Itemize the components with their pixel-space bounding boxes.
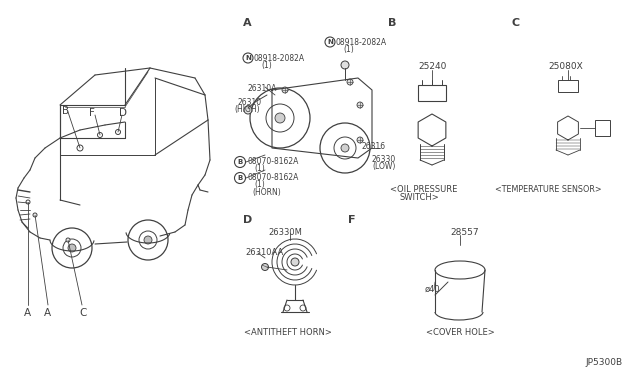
Text: SWITCH>: SWITCH> (400, 193, 440, 202)
Text: 25240: 25240 (418, 62, 446, 71)
Circle shape (115, 129, 120, 135)
Circle shape (77, 145, 83, 151)
Text: <OIL PRESSURE: <OIL PRESSURE (390, 185, 458, 194)
Text: 28557: 28557 (450, 228, 479, 237)
Text: C: C (512, 18, 520, 28)
Text: 26316: 26316 (362, 142, 386, 151)
Text: 08070-8162A: 08070-8162A (247, 157, 298, 166)
Text: B: B (237, 175, 243, 181)
Text: 25080X: 25080X (548, 62, 583, 71)
Text: N: N (245, 55, 251, 61)
Circle shape (347, 79, 353, 85)
Bar (558, 80, 578, 92)
Text: 26310: 26310 (237, 98, 261, 107)
Circle shape (357, 102, 363, 108)
Text: 08070-8162A: 08070-8162A (247, 173, 298, 182)
Circle shape (341, 61, 349, 69)
Text: <COVER HOLE>: <COVER HOLE> (426, 328, 495, 337)
Circle shape (144, 236, 152, 244)
Text: (HIGH): (HIGH) (234, 105, 260, 114)
Circle shape (244, 106, 252, 114)
Text: A: A (44, 308, 51, 318)
Text: 26310A: 26310A (248, 84, 277, 93)
Text: (1): (1) (343, 45, 354, 54)
Text: ø40: ø40 (425, 285, 440, 294)
Text: B: B (237, 159, 243, 165)
Text: 08918-2082A: 08918-2082A (336, 38, 387, 47)
Circle shape (68, 244, 76, 252)
Text: (1): (1) (261, 61, 272, 70)
Text: <TEMPERATURE SENSOR>: <TEMPERATURE SENSOR> (495, 185, 602, 194)
Text: A: A (243, 18, 252, 28)
Text: <ANTITHEFT HORN>: <ANTITHEFT HORN> (244, 328, 332, 337)
Circle shape (66, 238, 70, 242)
Text: 08918-2082A: 08918-2082A (254, 54, 305, 63)
Circle shape (97, 132, 102, 138)
Text: B: B (62, 106, 69, 116)
Text: D: D (119, 108, 127, 118)
Circle shape (325, 37, 335, 47)
Circle shape (234, 173, 246, 183)
Text: (1): (1) (254, 180, 265, 189)
Circle shape (262, 263, 269, 270)
Circle shape (341, 144, 349, 152)
Text: (LOW): (LOW) (372, 162, 396, 171)
Circle shape (291, 258, 299, 266)
Bar (595, 120, 610, 136)
Text: A: A (24, 308, 31, 318)
Text: N: N (327, 39, 333, 45)
Text: D: D (243, 215, 252, 225)
Circle shape (357, 137, 363, 143)
Text: F: F (89, 108, 95, 118)
Text: F: F (348, 215, 355, 225)
Circle shape (234, 157, 246, 167)
Circle shape (243, 53, 253, 63)
Text: 26330M: 26330M (268, 228, 302, 237)
Text: JP5300B: JP5300B (585, 358, 622, 367)
Circle shape (282, 87, 288, 93)
Text: C: C (79, 308, 86, 318)
Circle shape (275, 113, 285, 123)
Circle shape (26, 200, 30, 204)
Text: 26310AA: 26310AA (245, 248, 284, 257)
Text: B: B (388, 18, 396, 28)
Circle shape (33, 213, 37, 217)
Text: 26330: 26330 (372, 155, 396, 164)
Bar (418, 85, 446, 101)
Text: (HORN): (HORN) (252, 188, 281, 197)
Text: (1): (1) (254, 164, 265, 173)
